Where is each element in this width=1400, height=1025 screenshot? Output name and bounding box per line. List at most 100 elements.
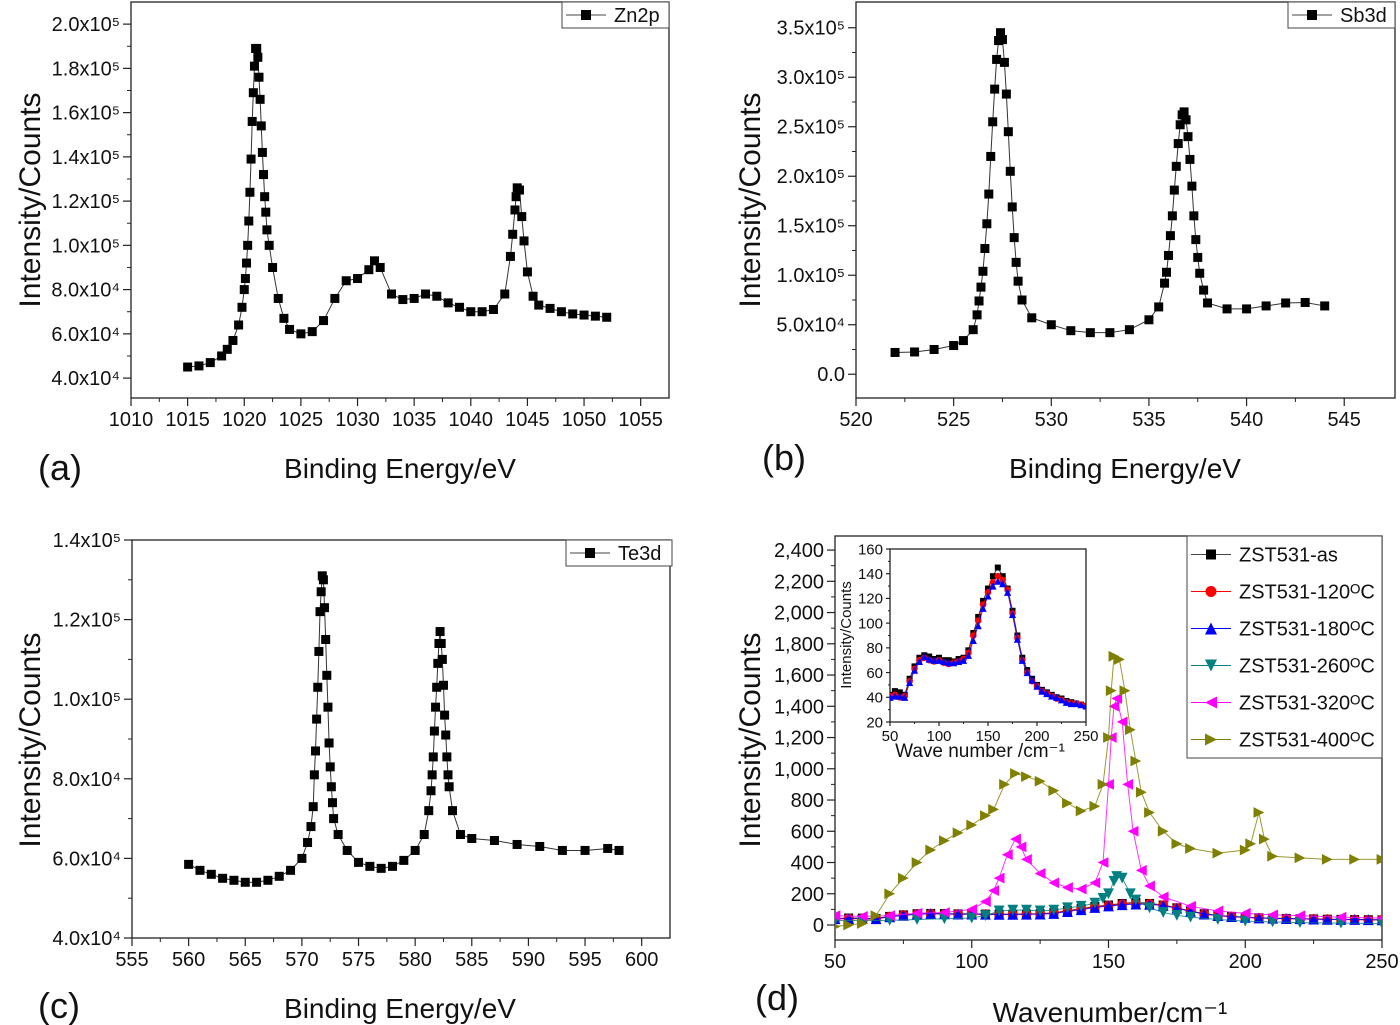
data-point [1062, 797, 1073, 809]
x-tick-label: 535 [1132, 409, 1165, 431]
data-point [321, 635, 331, 644]
data-point [1048, 877, 1060, 889]
y-tick-label: 1,600 [774, 665, 824, 687]
data-point [398, 295, 408, 305]
data-point [993, 872, 1005, 884]
data-point [925, 655, 933, 663]
data-point [891, 688, 898, 695]
data-point [901, 693, 909, 701]
x-tick-label: 565 [229, 949, 262, 971]
data-point [1191, 235, 1201, 245]
panel-b: 520 525 530 535 540 545 0.0 5.0x10⁴ 1.0x10⁵ 1.5x1… [734, 1, 1396, 484]
data-point [1203, 298, 1213, 308]
data-point [1124, 724, 1136, 736]
data-point [1245, 838, 1257, 850]
data-point [399, 855, 409, 865]
data-point [1222, 304, 1232, 314]
data-point [354, 857, 364, 867]
data-point [388, 861, 398, 871]
data-point [959, 656, 968, 664]
data-point [929, 344, 939, 354]
data-point [431, 702, 441, 712]
data-point [206, 869, 216, 879]
data-point [246, 154, 256, 164]
data-point [333, 830, 343, 840]
data-point [436, 638, 446, 648]
data-point [968, 325, 978, 335]
data-point [240, 877, 250, 887]
data-point [437, 654, 447, 664]
data-point [365, 861, 375, 871]
data-point [925, 844, 937, 856]
data-point [279, 313, 289, 323]
data-point [1072, 699, 1080, 708]
x-tick-label: 150 [1092, 951, 1125, 973]
data-point [341, 276, 351, 286]
data-point [256, 121, 266, 131]
legend: Sb3d [1287, 1, 1396, 29]
data-point [1004, 588, 1012, 596]
data-point [949, 341, 959, 351]
data-point [1320, 301, 1330, 311]
data-point [308, 802, 318, 812]
legend-marker [1205, 733, 1217, 746]
data-point [835, 923, 841, 930]
y-tick-label: 60 [866, 665, 883, 682]
data-point [1376, 915, 1382, 921]
data-point [1105, 685, 1117, 697]
data-point [329, 814, 339, 824]
data-point [426, 786, 436, 796]
y-tick-label: 1.2x10⁵ [52, 191, 120, 213]
data-point [307, 327, 317, 337]
x-tick-label: 540 [1230, 409, 1263, 431]
data-point [994, 577, 1002, 585]
data-point [982, 219, 992, 229]
data-point [327, 798, 337, 808]
x-tick-label: 1035 [392, 409, 437, 431]
data-point [1028, 676, 1036, 684]
data-point [556, 307, 566, 317]
data-point [1280, 913, 1292, 924]
data-point [419, 830, 429, 840]
data-point [1162, 267, 1172, 277]
data-point [997, 35, 1007, 45]
data-point [1169, 185, 1179, 195]
data-point [980, 910, 991, 922]
y-tick-label: 1,000 [774, 759, 824, 781]
data-point [489, 835, 499, 845]
x-tick-label: 100 [926, 728, 951, 745]
y-tick-label: 0.0 [817, 364, 845, 386]
data-point [580, 845, 590, 855]
y-tick-label: 0 [813, 915, 824, 937]
series-0 [184, 571, 624, 887]
data-point [218, 873, 228, 883]
y-axis-title: Intensity/Counts [734, 632, 767, 847]
data-point [217, 351, 227, 361]
data-point [1108, 700, 1120, 712]
data-point [1103, 900, 1114, 912]
data-point [1062, 902, 1073, 914]
data-point [1008, 610, 1017, 619]
data-point [1321, 913, 1333, 925]
data-point [884, 888, 896, 900]
x-tick-label: 1045 [505, 409, 550, 431]
data-point [512, 839, 522, 849]
data-point [1261, 301, 1271, 311]
data-point [448, 806, 458, 816]
data-point [315, 607, 325, 617]
data-point [242, 258, 252, 268]
series-line [895, 30, 1325, 353]
data-point [257, 147, 267, 157]
data-point [443, 770, 453, 780]
legend-label: ZST531-as [1239, 545, 1338, 567]
data-point [1267, 909, 1278, 921]
data-point [1034, 868, 1046, 879]
data-point [1349, 853, 1361, 865]
data-point [1130, 894, 1142, 906]
y-tick-label: 1.0x10⁵ [52, 235, 120, 257]
data-point [428, 752, 438, 762]
data-point [1187, 181, 1197, 191]
data-point [1007, 202, 1017, 212]
data-point [442, 752, 452, 762]
data-point [534, 300, 544, 310]
